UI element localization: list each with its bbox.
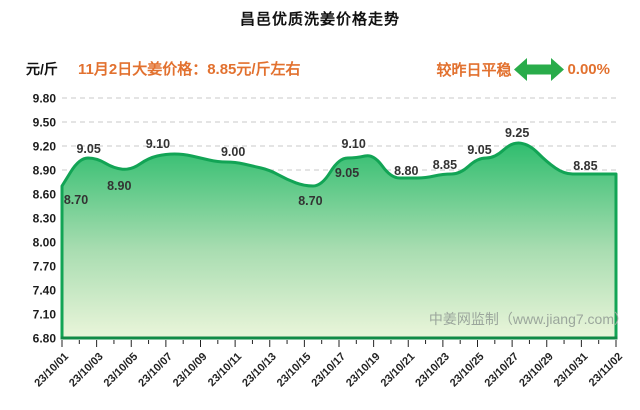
x-tick-label: 23/11/02: [587, 351, 625, 389]
point-label: 8.70: [298, 194, 322, 208]
x-tick-label: 23/10/29: [517, 351, 556, 390]
x-tick-label: 23/10/13: [240, 351, 279, 390]
y-tick-label: 8.60: [33, 188, 57, 202]
point-label: 8.70: [64, 193, 88, 207]
point-label: 8.85: [433, 158, 457, 172]
y-tick-label: 8.00: [33, 236, 57, 250]
y-tick-label: 7.10: [33, 308, 57, 322]
price-area-fill: [60, 141, 618, 340]
point-label: 8.85: [573, 159, 597, 173]
left-right-arrow-icon: [514, 56, 565, 83]
x-tick-label: 23/10/09: [171, 351, 210, 390]
point-label: 9.05: [335, 166, 359, 180]
y-tick-label: 7.40: [33, 284, 57, 298]
y-tick-label: 9.50: [33, 116, 57, 130]
x-tick-label: 23/10/03: [67, 351, 106, 390]
x-tick-label: 23/10/15: [275, 351, 314, 390]
point-label: 9.05: [76, 142, 100, 156]
x-tick-label: 23/10/21: [379, 351, 418, 390]
watermark: 中姜网监制（www.jiang7.com）: [429, 311, 628, 327]
y-tick-label: 9.80: [33, 92, 57, 106]
y-axis-unit-label: 元/斤: [26, 61, 58, 77]
x-tick-label: 23/10/05: [102, 351, 141, 390]
x-tick-label: 23/10/25: [448, 351, 487, 390]
trend-label: 较昨日平稳: [436, 62, 512, 79]
x-tick-label: 23/10/27: [482, 351, 521, 390]
point-label: 9.10: [146, 137, 170, 151]
current-price-subtitle: 11月2日大姜价格：8.85元/斤左右: [78, 61, 301, 78]
y-tick-label: 7.70: [33, 260, 57, 274]
x-tick-label: 23/10/23: [413, 351, 452, 390]
y-tick-label: 8.30: [33, 212, 57, 226]
y-tick-label: 8.90: [33, 164, 57, 178]
point-label: 8.90: [107, 179, 131, 193]
point-label: 9.10: [341, 137, 365, 151]
y-tick-label: 9.20: [33, 140, 57, 154]
x-tick-label: 23/10/17: [309, 351, 348, 390]
page-title: 昌邑优质洗姜价格走势: [239, 11, 400, 28]
x-tick-label: 23/10/31: [552, 351, 591, 390]
x-tick-label: 23/10/07: [136, 351, 175, 390]
point-label: 9.05: [467, 143, 491, 157]
point-label: 9.00: [221, 145, 245, 159]
x-tick-label: 23/10/01: [32, 351, 71, 390]
trend-percent-value: 0.00%: [567, 61, 610, 78]
x-tick-label: 23/10/19: [344, 351, 383, 390]
point-label: 8.80: [394, 164, 418, 178]
y-tick-label: 6.80: [33, 332, 57, 346]
trend-indicator: 较昨日平稳 0.00%: [436, 56, 610, 83]
point-label: 9.25: [505, 126, 529, 140]
x-tick-label: 23/10/11: [206, 351, 244, 389]
